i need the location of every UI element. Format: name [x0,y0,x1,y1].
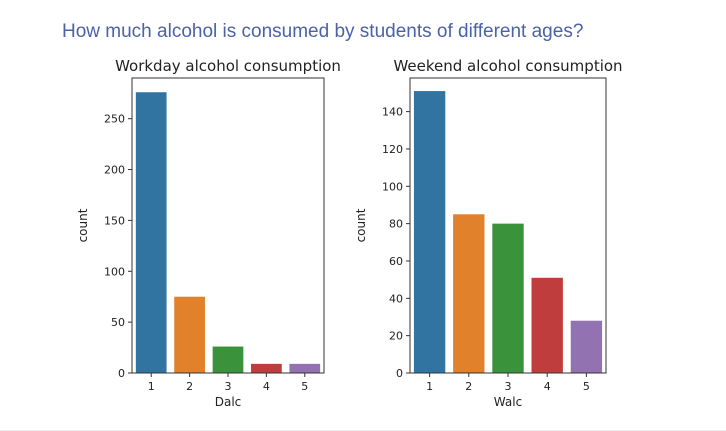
weekend-ytick-label: 20 [389,330,403,343]
weekend-ytick-label: 140 [382,106,403,119]
weekend-ytick-label: 0 [396,367,403,380]
weekend-bar-2 [453,214,485,373]
workday-xtick-label: 4 [263,380,270,393]
weekend-bar-5 [570,320,603,373]
weekend-ytick-label: 40 [389,292,403,305]
workday-bar-2 [174,296,205,373]
weekend-xtick-label: 1 [426,380,433,393]
weekend-xtick-label: 5 [583,380,590,393]
weekend-ylabel: count [354,208,368,242]
weekend-bar-3 [492,223,524,373]
weekend-xlabel: Walc [494,395,522,409]
weekend-ytick-label: 60 [389,255,403,268]
weekend-xtick-label: 4 [544,380,551,393]
workday-ytick-label: 0 [118,367,125,380]
workday-ytick-label: 50 [111,316,125,329]
workday-xtick-label: 3 [225,380,232,393]
weekend-bar-1 [413,91,446,374]
workday-ylabel: count [76,208,90,242]
workday-ytick-label: 250 [104,113,125,126]
workday-ytick-label: 100 [104,265,125,278]
workday-bar-3 [212,346,244,373]
workday-xlabel: Dalc [215,395,242,409]
weekend-ytick-label: 120 [382,143,403,156]
workday-xtick-label: 5 [301,380,308,393]
workday-ytick-label: 150 [104,214,125,227]
workday-ytick-label: 200 [104,164,125,177]
workday-bar-5 [289,363,321,373]
workday-title: Workday alcohol consumption [115,57,341,75]
workday-chart: Workday alcohol consumption 0 50 100 150 200 2… [76,57,341,409]
page-heading: How much alcohol is consumed by students… [62,21,584,42]
workday-xtick-label: 1 [148,380,155,393]
weekend-chart: Weekend alcohol consumption 0 20 40 60 80 100 1… [354,57,623,409]
weekend-title: Weekend alcohol consumption [393,57,622,75]
weekend-xtick-label: 3 [505,380,512,393]
workday-bar-4 [251,363,282,373]
weekend-ytick-label: 80 [389,218,403,231]
weekend-bar-4 [531,277,563,373]
weekend-ytick-label: 100 [382,180,403,193]
workday-xtick-label: 2 [186,380,193,393]
workday-bar-1 [135,92,167,373]
weekend-xtick-label: 2 [465,380,472,393]
